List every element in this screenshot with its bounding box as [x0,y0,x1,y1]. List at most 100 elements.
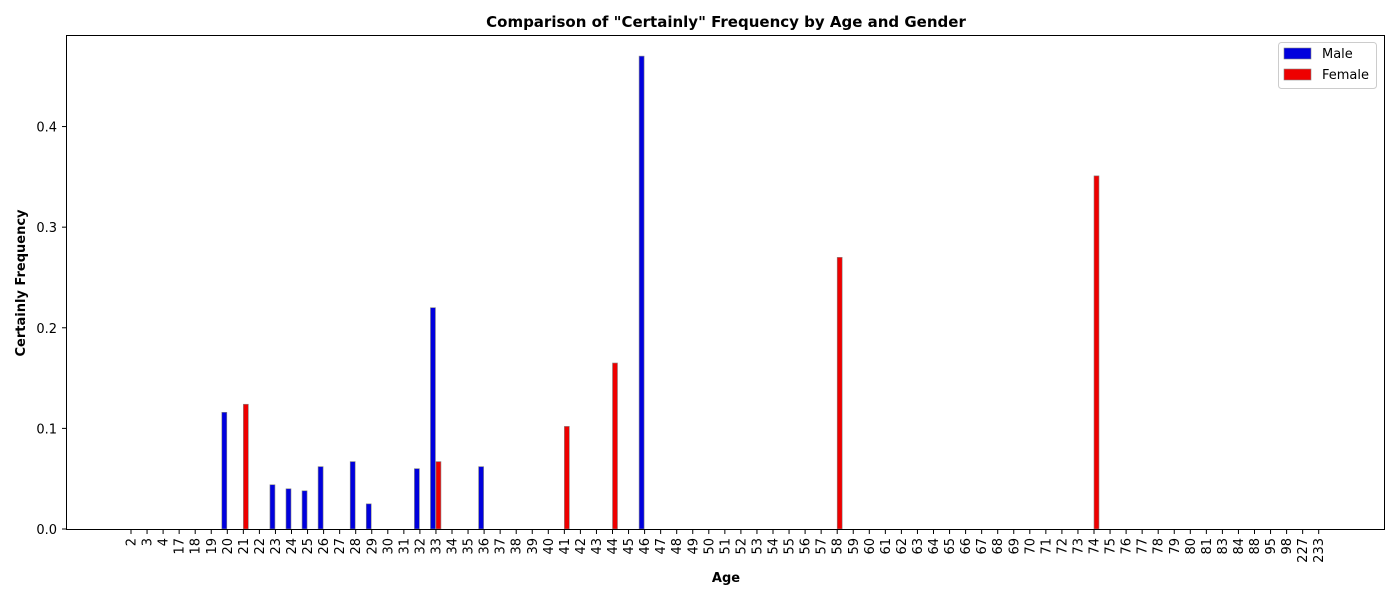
x-tick-label: 51 [718,538,733,555]
x-tick-label: 70 [1023,538,1038,555]
x-tick-label: 49 [686,538,701,555]
x-tick-label: 21 [237,538,252,555]
x-tick-label: 50 [702,538,717,555]
bar-female-age-41 [564,426,570,530]
x-tick-label: 81 [1200,538,1215,555]
x-tick-label: 41 [558,538,573,555]
x-tick-label: 98 [1280,538,1295,555]
x-tick-label: 35 [462,538,477,555]
x-tick-label: 83 [1216,538,1231,555]
x-tick-label: 23 [269,538,284,555]
legend-label-female: Female [1322,68,1369,83]
x-tick-label: 69 [1007,538,1022,555]
x-tick-label: 68 [991,538,1006,555]
x-tick-label: 4 [157,538,172,546]
x-tick-label: 56 [799,538,814,555]
x-tick-label: 73 [1071,538,1086,555]
x-tick-label: 29 [365,538,380,555]
x-tick-label: 95 [1264,538,1279,555]
x-tick-label: 26 [317,538,332,555]
x-tick-label: 58 [831,538,846,555]
legend-swatch-female [1283,68,1312,81]
y-tick-label: 0.4 [36,121,57,136]
x-tick-label: 76 [1120,538,1135,555]
bar-female-age-33 [435,461,442,530]
x-tick-label: 84 [1232,538,1247,555]
legend-label-male: Male [1322,47,1353,62]
bars-layer [221,55,1100,530]
x-tick-label: 59 [847,538,862,555]
x-tick-label: 37 [494,538,509,555]
bar-male-age-24 [285,488,292,530]
x-tick-label: 233 [1312,538,1327,563]
x-tick-label: 78 [1152,538,1167,555]
x-tick-label: 71 [1039,538,1054,555]
x-tick-label: 75 [1104,538,1119,555]
bar-male-age-33 [430,307,436,530]
x-tick-label: 53 [750,538,765,555]
x-tick-label: 43 [590,538,605,555]
x-tick-label: 63 [911,538,926,555]
bar-female-age-44 [612,362,618,530]
bar-female-age-21 [243,403,249,530]
bar-male-age-20 [221,411,228,530]
y-tick-label: 0.1 [36,422,57,437]
x-tick-label: 17 [173,538,188,555]
y-tick-label: 0.2 [36,322,57,337]
bar-male-age-25 [301,490,308,530]
x-tick-label: 34 [446,538,461,555]
bar-male-age-23 [269,484,276,530]
x-axis: 2 3 4 17 18 19 20 21 22 23 24 25 26 27 28 29 30 31 32 33 34 3… [125,530,1327,563]
x-tick-label: 64 [927,538,942,555]
bar-male-age-46 [638,55,645,530]
x-tick-label: 45 [622,538,637,555]
bar-male-age-36 [478,466,484,530]
x-tick-label: 22 [253,538,268,555]
x-tick-label: 36 [478,538,493,555]
x-tick-label: 30 [381,538,396,555]
x-tick-label: 52 [734,538,749,555]
bar-male-age-29 [365,503,372,530]
x-tick-label: 44 [606,538,621,555]
x-tick-label: 77 [1136,538,1151,555]
bar-male-age-26 [317,466,324,530]
x-tick-label: 65 [943,538,958,555]
legend: Male Female [1278,42,1377,89]
x-tick-label: 40 [542,538,557,555]
x-tick-label: 33 [429,538,444,555]
x-tick-label: 80 [1184,538,1199,555]
x-tick-label: 39 [526,538,541,555]
x-tick-label: 227 [1296,538,1311,563]
y-axis-label: Certainly Frequency [14,209,29,357]
x-tick-label: 42 [574,538,589,555]
x-tick-label: 74 [1088,538,1103,555]
x-tick-label: 24 [285,538,300,555]
y-tick-label: 0.3 [36,221,57,236]
x-tick-label: 28 [349,538,364,555]
x-tick-label: 31 [397,538,412,555]
x-tick-label: 32 [413,538,428,555]
x-tick-label: 20 [221,538,236,555]
bar-male-age-28 [349,461,356,530]
x-tick-label: 60 [863,538,878,555]
x-tick-label: 47 [654,538,669,555]
y-tick-label: 0.0 [36,523,57,538]
x-tick-label: 55 [783,538,798,555]
x-tick-label: 3 [141,538,156,546]
x-tick-label: 46 [638,538,653,555]
x-tick-label: 38 [510,538,525,555]
bar-male-age-32 [414,468,420,530]
chart-title: Comparison of "Certainly" Frequency by A… [486,13,966,31]
x-tick-label: 18 [189,538,204,555]
y-axis: 0.0 0.1 0.2 0.3 0.4 [36,121,66,538]
x-tick-label: 88 [1248,538,1263,555]
x-tick-label: 72 [1055,538,1070,555]
legend-swatch-male [1283,47,1312,60]
x-tick-label: 66 [959,538,974,555]
x-tick-label: 67 [975,538,990,555]
x-tick-label: 62 [895,538,910,555]
plot-area-frame [66,35,1385,530]
bar-female-age-58 [836,257,843,530]
x-tick-label: 79 [1168,538,1183,555]
